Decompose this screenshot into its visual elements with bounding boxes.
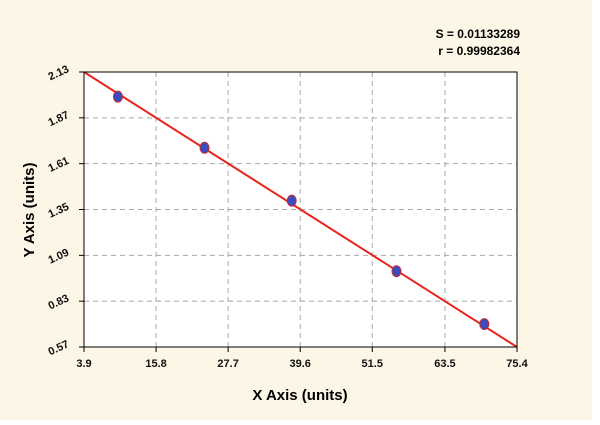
- plot-frame: [83, 71, 518, 348]
- x-tick-label: 63.5: [434, 358, 455, 370]
- data-point: [199, 141, 210, 154]
- x-tick-label: 27.7: [217, 358, 238, 370]
- x-axis-ticks: 3.9 15.8 27.7 39.6 51.5 63.5 75.4: [76, 347, 529, 370]
- x-tick-label: 39.6: [289, 358, 310, 370]
- data-point: [391, 265, 402, 278]
- data-points: [112, 90, 490, 331]
- x-tick-label: 15.8: [145, 358, 166, 370]
- x-tick-label: 51.5: [362, 358, 383, 370]
- fit-line-layer: [83, 71, 518, 348]
- annotation-correlation: r = 0.99982364: [438, 44, 520, 58]
- y-axis-label: Y Axis (units): [21, 162, 38, 257]
- x-tick-label: 3.9: [76, 358, 91, 370]
- x-tick-label: 75.4: [506, 358, 528, 370]
- x-axis-label: X Axis (units): [252, 387, 347, 404]
- annotation-slope: S = 0.01133289: [436, 27, 521, 41]
- data-point: [479, 318, 490, 331]
- data-point: [286, 194, 297, 207]
- fit-line: [83, 71, 518, 348]
- data-point: [112, 90, 123, 103]
